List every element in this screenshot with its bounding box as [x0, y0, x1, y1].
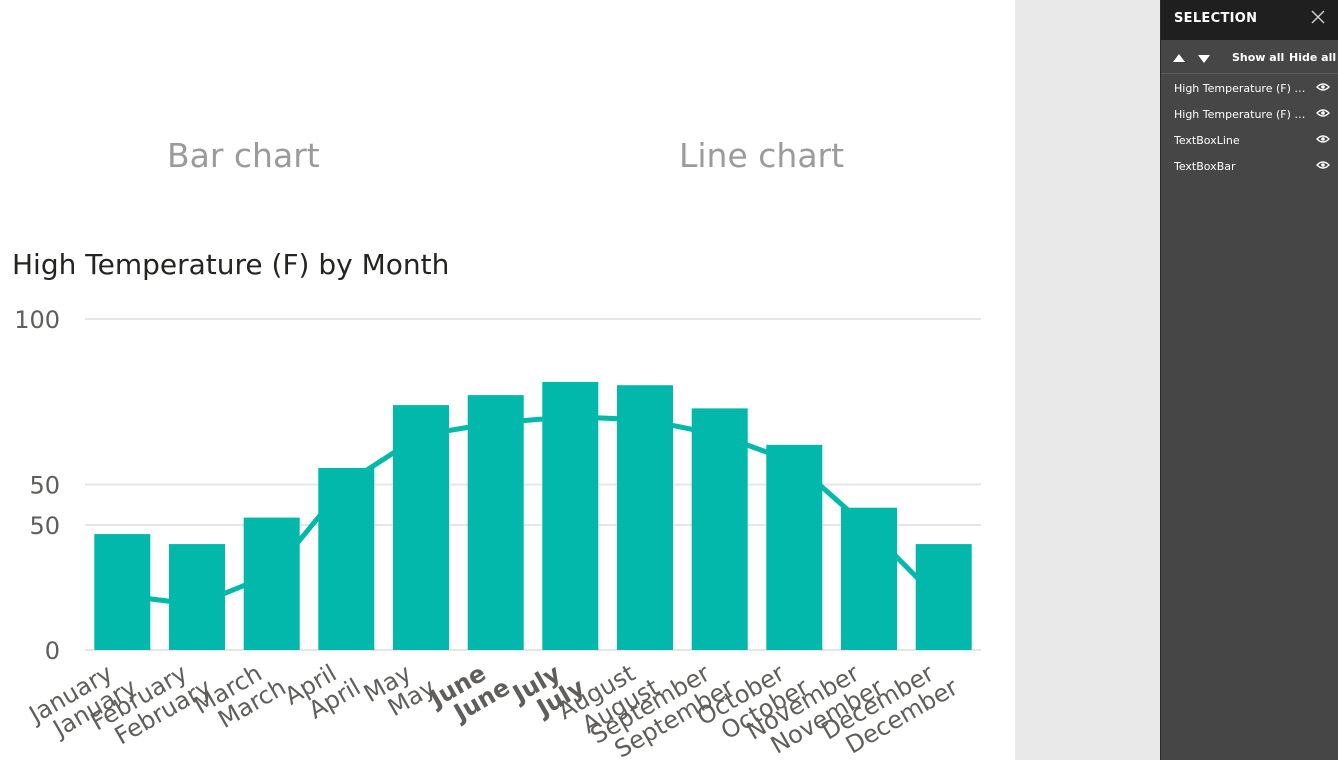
selection-item[interactable]: TextBoxLine: [1161, 127, 1338, 153]
selection-item-label: High Temperature (F) b...: [1174, 108, 1309, 121]
move-up-icon[interactable]: [1173, 54, 1185, 62]
selection-pane-toolbar: Show all Hide all: [1161, 40, 1338, 74]
selection-list: High Temperature (F) b... High Temperatu…: [1161, 74, 1338, 179]
selection-item-label: High Temperature (F) b...: [1174, 82, 1309, 95]
eye-icon[interactable]: [1316, 108, 1330, 118]
selection-item-label: TextBoxLine: [1174, 134, 1240, 147]
bar[interactable]: [467, 395, 524, 650]
temperature-chart[interactable]: 100 50 0 50 JanuaryJanuaryFebruaryFebruaryM…: [0, 290, 1015, 760]
selection-item-label: TextBoxBar: [1174, 160, 1236, 173]
hide-all-button[interactable]: Hide all: [1289, 51, 1337, 64]
bar[interactable]: [542, 381, 599, 650]
y-axis-ticks: 100 50 0 50: [14, 306, 60, 665]
bar[interactable]: [617, 385, 673, 650]
bar[interactable]: [766, 444, 823, 650]
y-tick-label: 50: [29, 512, 60, 540]
selection-item[interactable]: High Temperature (F) b...: [1161, 75, 1338, 101]
line-series[interactable]: [121, 414, 946, 608]
bar[interactable]: [94, 534, 151, 650]
move-down-icon[interactable]: [1198, 55, 1210, 63]
y-tick-label: 50: [29, 472, 60, 500]
report-canvas[interactable]: Bar chart Line chart High Temperature (F…: [0, 0, 1015, 760]
y-tick-label: 100: [14, 306, 60, 334]
bar[interactable]: [393, 405, 449, 650]
bar-series[interactable]: [94, 381, 972, 650]
gridlines: [85, 318, 981, 651]
textbox-line[interactable]: Line chart: [679, 136, 845, 175]
eye-icon[interactable]: [1316, 134, 1330, 144]
bar[interactable]: [915, 544, 972, 650]
show-all-button[interactable]: Show all: [1232, 51, 1285, 64]
selection-pane: SELECTION Show all Hide all High Tempera…: [1160, 0, 1338, 760]
bar[interactable]: [318, 467, 375, 650]
y-tick-label: 0: [45, 637, 60, 665]
line-series-path: [121, 414, 946, 608]
eye-icon[interactable]: [1316, 82, 1330, 92]
eye-icon[interactable]: [1316, 160, 1330, 170]
selection-pane-title: SELECTION: [1174, 11, 1258, 26]
selection-pane-header: SELECTION: [1161, 0, 1338, 40]
x-axis-ticks: JanuaryJanuaryFebruaryFebruaryMarchMarch…: [23, 659, 963, 760]
selection-item[interactable]: TextBoxBar: [1161, 153, 1338, 179]
canvas-gutter: [1015, 0, 1160, 760]
close-icon[interactable]: [1310, 9, 1326, 25]
selection-item[interactable]: High Temperature (F) b...: [1161, 101, 1338, 127]
chart-title: High Temperature (F) by Month: [12, 248, 450, 281]
textbox-bar[interactable]: Bar chart: [167, 136, 320, 175]
bar[interactable]: [691, 408, 748, 650]
